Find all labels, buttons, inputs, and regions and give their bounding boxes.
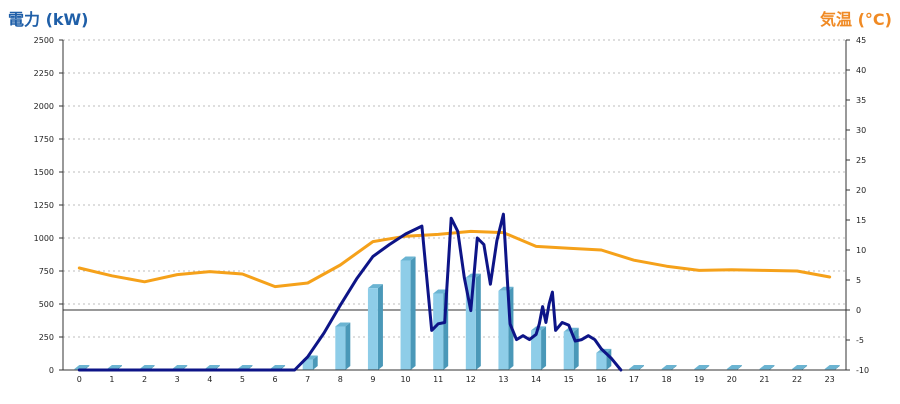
bar-top (367, 284, 383, 289)
bar (563, 331, 574, 370)
left-tick-label: 750 (39, 267, 54, 276)
right-tick-label: 20 (856, 186, 866, 195)
bar-top (335, 322, 351, 327)
x-tick-label: 12 (466, 375, 476, 384)
bar-top (498, 286, 514, 291)
x-tick-label: 3 (175, 375, 180, 384)
x-tick-label: 11 (433, 375, 443, 384)
right-tick-label: 15 (856, 216, 866, 225)
left-tick-label: 1500 (34, 168, 54, 177)
left-tick-label: 1000 (34, 234, 54, 243)
bar-side (802, 365, 808, 370)
x-tick-label: 2 (142, 375, 147, 384)
right-tick-label: 45 (856, 36, 866, 45)
left-tick-label: 1250 (34, 201, 54, 210)
bar (302, 359, 313, 370)
x-tick-label: 17 (629, 375, 639, 384)
bar-top (237, 365, 253, 369)
bar-side (671, 365, 677, 370)
bar (498, 290, 509, 370)
bar-top (204, 365, 220, 369)
bar-top (661, 365, 677, 369)
bar (465, 277, 476, 370)
x-tick-label: 4 (207, 375, 212, 384)
left-tick-label: 2000 (34, 102, 54, 111)
left-tick-label: 500 (39, 300, 54, 309)
bar (400, 260, 411, 370)
x-tick-label: 19 (694, 375, 704, 384)
x-tick-label: 18 (661, 375, 671, 384)
x-tick-label: 20 (727, 375, 737, 384)
left-tick-label: 250 (39, 333, 54, 342)
x-tick-label: 0 (77, 375, 82, 384)
x-tick-label: 9 (370, 375, 375, 384)
bar-top (139, 365, 155, 369)
bar (596, 352, 607, 370)
x-tick-label: 23 (825, 375, 835, 384)
x-tick-label: 22 (792, 375, 802, 384)
right-tick-label: -5 (856, 336, 864, 345)
left-tick-label: 0 (49, 366, 54, 375)
bar-top (400, 256, 416, 261)
bar-side (475, 273, 481, 370)
right-tick-label: 0 (856, 306, 861, 315)
bar (367, 288, 378, 370)
right-tick-label: 30 (856, 126, 866, 135)
bar (531, 330, 542, 370)
right-tick-label: 5 (856, 276, 861, 285)
bar-top (726, 365, 742, 369)
bar-side (377, 284, 383, 370)
bar-top (824, 365, 840, 369)
left-tick-label: 2250 (34, 69, 54, 78)
bar-side (834, 365, 840, 370)
bar-top (433, 289, 449, 294)
bar-side (541, 326, 547, 370)
bar-top (270, 365, 286, 369)
right-tick-label: 10 (856, 246, 866, 255)
bar-side (312, 355, 318, 370)
bar-top (628, 365, 644, 369)
bar-side (638, 365, 644, 370)
right-tick-label: 35 (856, 96, 866, 105)
bar-top (172, 365, 188, 369)
left-tick-label: 1750 (34, 135, 54, 144)
bar-top (694, 365, 710, 369)
right-tick-label: 40 (856, 66, 866, 75)
x-tick-label: 5 (240, 375, 245, 384)
left-axis-label: 電力 (kW) (8, 10, 89, 29)
right-tick-label: -10 (856, 366, 869, 375)
bar-side (704, 365, 710, 370)
bar-side (345, 322, 351, 370)
right-tick-label: 25 (856, 156, 866, 165)
bar-side (410, 256, 416, 370)
power-line (77, 212, 623, 372)
x-tick-label: 14 (531, 375, 541, 384)
x-tick-label: 21 (759, 375, 769, 384)
bar-top (792, 365, 808, 369)
bar (433, 293, 444, 370)
x-tick-label: 6 (273, 375, 278, 384)
x-tick-label: 13 (498, 375, 508, 384)
bar (335, 326, 346, 370)
temperature-line (77, 229, 832, 289)
x-tick-label: 10 (400, 375, 410, 384)
bar-side (736, 365, 742, 370)
x-tick-label: 1 (109, 375, 114, 384)
x-tick-label: 15 (564, 375, 574, 384)
x-tick-label: 16 (596, 375, 606, 384)
bar-top (106, 365, 122, 369)
x-tick-label: 8 (338, 375, 343, 384)
bar-side (769, 365, 775, 370)
bar-side (573, 327, 579, 370)
bar-top (74, 365, 90, 369)
left-tick-label: 2500 (34, 36, 54, 45)
x-tick-label: 7 (305, 375, 310, 384)
bar-top (759, 365, 775, 369)
right-axis-label: 気温 (°C) (820, 10, 892, 29)
